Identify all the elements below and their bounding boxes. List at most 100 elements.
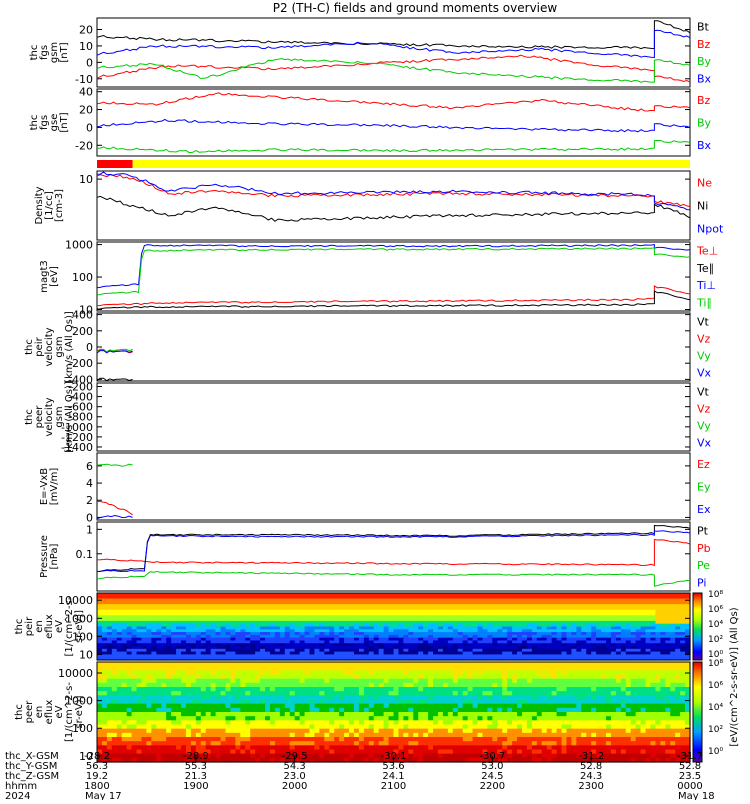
legend-entry: Bz — [697, 94, 711, 107]
y-tick-label: 100 — [72, 271, 93, 284]
panel-frame — [97, 453, 690, 520]
y-axis-label: [nPa] — [49, 543, 60, 569]
colorbar-tick: 10² — [708, 635, 723, 645]
series-Bz-line — [97, 55, 690, 82]
legend-entry: Vx — [697, 367, 712, 380]
y-tick-label: 0 — [86, 341, 93, 354]
x-tick-label: 2100 — [381, 781, 406, 792]
legend-entry: Ni — [697, 200, 708, 213]
y-tick-label: 4 — [86, 477, 93, 490]
series-Vt-line — [97, 378, 133, 380]
y-tick-label: 10 — [79, 173, 93, 186]
series-Ex-line — [97, 516, 133, 519]
x-tick-label: May 18 — [678, 791, 715, 800]
series-Pb-line — [97, 540, 690, 566]
y-axis-label: [nT] — [59, 42, 70, 62]
series-Bt-line — [97, 21, 690, 49]
panel-frame — [97, 171, 690, 240]
y-tick-label: 20 — [79, 104, 93, 117]
series-Bz-line — [97, 93, 690, 111]
colorbar-tick: 10⁸ — [708, 590, 723, 600]
legend-entry: Ex — [697, 503, 711, 516]
spectrogram-cells — [97, 662, 691, 763]
series-Bx-line — [97, 119, 690, 131]
legend-entry: By — [697, 55, 712, 68]
legend-entry: Vt — [697, 386, 710, 399]
y-axis-label: [cm-3] — [54, 189, 65, 222]
legend-entry: Te∥ — [696, 262, 714, 275]
y-axis-label: [km/s (All Qs)] — [64, 311, 75, 383]
series-Ez-line — [97, 501, 133, 514]
colorbar-tick: 10² — [708, 725, 723, 735]
panel-frame — [97, 18, 690, 87]
legend-entry: Ti⊥ — [696, 279, 716, 292]
y-tick-label: 6 — [86, 460, 93, 473]
y-tick-label: 10000 — [58, 667, 93, 680]
panel-frame — [97, 313, 690, 381]
colorbar-peer — [693, 662, 702, 762]
legend-entry: Bt — [697, 21, 710, 34]
colorbar-tick: 10⁴ — [708, 620, 723, 630]
y-axis-label: sr-eV)] — [74, 610, 85, 643]
colorbar: 10⁸10⁶10⁴10²10⁰10⁸10⁶10⁴10²10⁰[eV/(cm^2-… — [693, 590, 740, 762]
y-tick-label: -20 — [75, 139, 93, 152]
series-By-line — [97, 59, 690, 83]
legend-entry: Pt — [697, 525, 709, 538]
legend-entry: Ez — [697, 458, 710, 471]
panel-frame — [97, 383, 690, 451]
legend-entry: Ey — [697, 481, 711, 494]
x-tick-label: 2300 — [578, 781, 603, 792]
x-tick-label: May 17 — [85, 791, 122, 800]
legend-entry: Ne — [697, 177, 712, 190]
series-Pe-line — [97, 572, 690, 587]
colorbar-tick: 10⁸ — [708, 659, 723, 669]
series-Ti⊥-line — [97, 245, 690, 288]
y-tick-label: 20 — [79, 24, 93, 37]
series-Te∥-line — [97, 291, 690, 309]
y-axis-label: [nT] — [59, 112, 70, 132]
series-By-line — [97, 140, 690, 152]
colorbar-label: [eV/(cm^2-s-sr-eV)] (All Qs) — [729, 607, 740, 746]
legend-entry: Vz — [697, 333, 711, 346]
legend-entry: By — [697, 117, 712, 130]
y-tick-label: 400 — [72, 309, 93, 322]
legend-entry: Vt — [697, 316, 710, 329]
y-axis-label: [eV] — [49, 266, 60, 287]
y-tick-label: 40 — [79, 86, 93, 99]
series-Te⊥-line — [97, 286, 690, 306]
colorbar-tick: 10⁶ — [708, 681, 723, 691]
y-tick-label: 0.1 — [76, 548, 94, 561]
y-tick-label: 1 — [86, 523, 93, 536]
series-Ti∥-line — [97, 248, 690, 295]
y-tick-label: 0 — [86, 121, 93, 134]
legend-entry: Vz — [697, 403, 711, 416]
panel-mode-bar — [97, 160, 690, 168]
y-tick-label: 10 — [79, 40, 93, 53]
legend-entry: Bx — [697, 139, 712, 152]
y-tick-label: 10 — [79, 649, 93, 662]
legend-entry: Pb — [697, 542, 711, 555]
x-axis-row-label: 2024 — [5, 791, 30, 800]
plot-title: P2 (TH-C) fields and ground moments over… — [273, 1, 558, 15]
series-Ne-line — [97, 175, 690, 207]
x-tick-label: 2000 — [282, 781, 307, 792]
colorbar-tick: 10⁴ — [708, 703, 723, 713]
panel-frame — [97, 89, 690, 156]
mode-bar-segment — [97, 160, 133, 168]
spectrogram-cells — [97, 593, 691, 661]
series-Pi-line — [97, 531, 690, 572]
y-tick-label: 2 — [86, 494, 93, 507]
y-tick-label: 200 — [72, 325, 93, 338]
legend-entry: Te⊥ — [696, 245, 718, 258]
mode-bar-segment — [133, 160, 690, 168]
legend-entry: Bx — [697, 72, 712, 85]
